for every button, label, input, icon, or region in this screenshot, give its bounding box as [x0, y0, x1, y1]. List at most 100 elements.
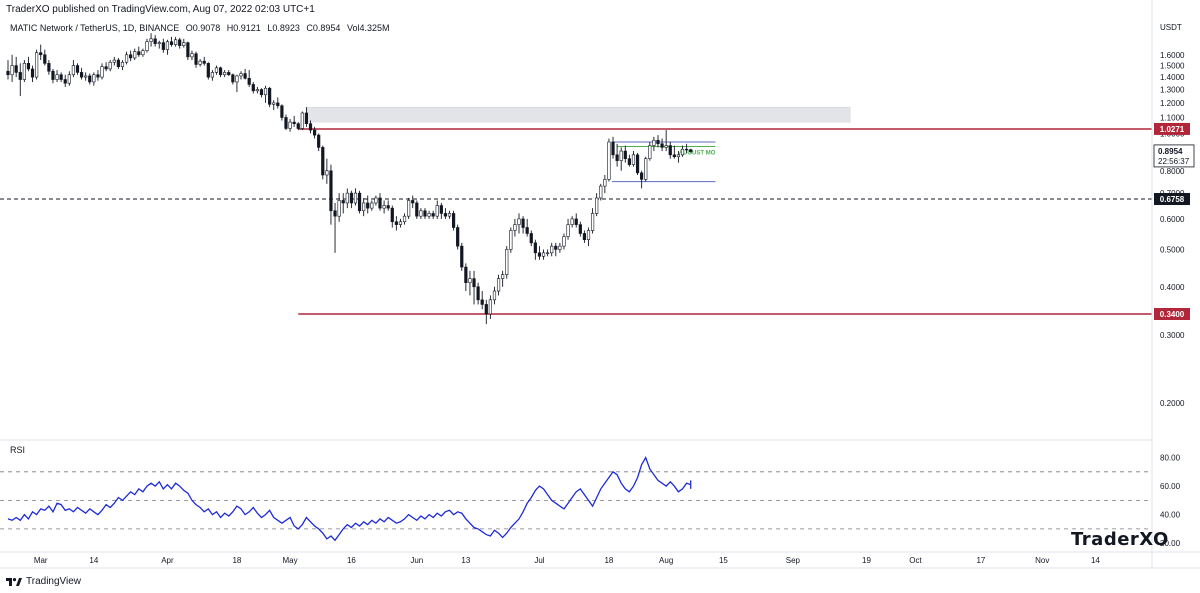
candle-body [329, 170, 333, 212]
time-tick-label: Apr [161, 556, 174, 565]
candle-body [456, 227, 460, 247]
candle-body [447, 213, 452, 217]
candle-body [398, 221, 403, 225]
candle-body [460, 245, 464, 268]
candle-body [251, 84, 255, 92]
candle-body [223, 72, 227, 76]
tradingview-brand: TradingView [26, 576, 82, 587]
candle-body [133, 51, 137, 59]
candle-body [492, 290, 497, 301]
time-tick-label: 18 [232, 556, 241, 565]
candle-body [431, 213, 435, 217]
candle-body [488, 299, 492, 315]
time-tick-label: Jul [534, 556, 544, 565]
candle-body [439, 205, 443, 214]
time-tick-label: May [283, 556, 298, 565]
candle-body [370, 202, 374, 209]
candle-body [43, 54, 47, 64]
candle-body [300, 112, 304, 129]
price-tick-label: 1.2000 [1160, 99, 1185, 108]
candle-body [63, 79, 67, 84]
price-tick-label: 0.4000 [1160, 283, 1185, 292]
candle-body [676, 154, 681, 158]
candle-body [664, 145, 668, 148]
candle-body [214, 67, 219, 73]
open-value: O0.9078 [185, 23, 221, 33]
candle-body [660, 143, 664, 148]
time-tick-label: 13 [461, 556, 470, 565]
candle-body [635, 154, 640, 174]
candle-body [353, 192, 358, 204]
candle-body [325, 170, 329, 176]
candle-body [84, 75, 88, 78]
candle-body [112, 59, 116, 63]
candle-body [423, 210, 427, 217]
time-tick-label: 15 [719, 556, 728, 565]
candle-body [574, 218, 578, 225]
candle-body [157, 42, 161, 44]
price-tick-label: 1.4000 [1160, 73, 1185, 82]
candle-body [595, 197, 599, 214]
candle-body [611, 141, 615, 156]
candle-body [292, 121, 296, 124]
candle-body [550, 245, 554, 254]
candle-body [586, 230, 591, 240]
candle-body [235, 75, 239, 83]
time-tick-label: Oct [909, 556, 922, 565]
candle-body [603, 179, 607, 187]
price-tick-label: 1.6000 [1160, 51, 1185, 60]
candle-body [186, 42, 190, 58]
candle-body [75, 65, 80, 73]
monthly-open-label: AUGUST MO [679, 150, 716, 156]
time-tick-label: 16 [347, 556, 356, 565]
candle-body [558, 245, 562, 250]
time-tick-label: Mar [34, 556, 48, 565]
candle-body [6, 70, 10, 76]
candle-body [415, 202, 419, 217]
candle-body [546, 252, 550, 254]
candle-body [525, 227, 529, 234]
candle-body [607, 141, 611, 180]
candle-body [202, 60, 206, 64]
candle-body [521, 218, 525, 228]
level-price-label-bg [1154, 307, 1190, 320]
price-tick-label: 1.3000 [1160, 86, 1185, 95]
level-price-label: 1.0271 [1160, 125, 1185, 134]
candle-body [239, 73, 243, 77]
candle-body [190, 53, 194, 58]
candle-body [443, 213, 448, 217]
candle-body [644, 158, 648, 180]
candle-body [304, 112, 309, 124]
candle-body [341, 200, 345, 204]
candle-body [145, 41, 149, 51]
footer[interactable]: TradingView [6, 576, 81, 587]
symbol-title[interactable]: MATIC Network / TetherUS, 1D, BINANCE [10, 23, 180, 33]
time-tick-label: 17 [976, 556, 985, 565]
candle-body [153, 38, 157, 44]
candle-body [619, 150, 623, 161]
candle-body [312, 129, 317, 136]
candle-body [529, 233, 533, 244]
candle-body [247, 78, 251, 85]
time-tick-label: Jun [410, 556, 423, 565]
candle-body [484, 304, 488, 315]
level-price-label-bg [1154, 122, 1190, 135]
high-value: H0.9121 [226, 23, 261, 33]
candle-body [411, 200, 415, 204]
candle-body [533, 242, 537, 254]
level-price-label: 0.6758 [1160, 195, 1185, 204]
candle-body [108, 61, 112, 70]
rsi-tick-label: 40.00 [1160, 511, 1181, 520]
candle-body [402, 215, 407, 223]
candle-body [67, 74, 71, 84]
candle-body [366, 202, 370, 209]
candle-body [206, 63, 210, 78]
rsi-pane: RSI [0, 445, 1152, 542]
candle-body [22, 63, 26, 80]
candle-body [513, 224, 517, 231]
candle-body [129, 54, 133, 59]
last-price-label: 0.8954 [1158, 147, 1183, 156]
price-tick-label: 0.2000 [1160, 399, 1185, 408]
candle-body [590, 213, 595, 231]
